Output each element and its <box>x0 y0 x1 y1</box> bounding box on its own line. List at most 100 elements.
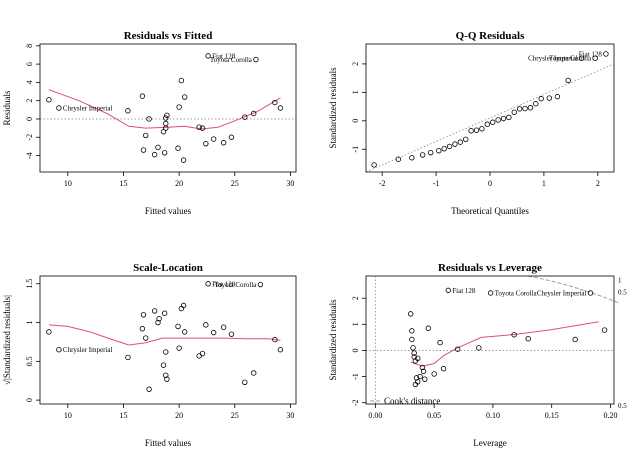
data-point <box>436 147 442 154</box>
x-tick-label: 0.05 <box>427 411 441 420</box>
cooks-distance-contour-label: 0.5 <box>618 402 627 410</box>
y-tick-label: 0 <box>25 117 34 121</box>
y-axis-label: Residuals <box>2 90 12 125</box>
data-point <box>46 97 52 103</box>
data-point <box>277 346 284 353</box>
x-tick-label: 0.00 <box>368 411 382 420</box>
data-point <box>440 366 447 372</box>
data-point <box>143 132 149 139</box>
data-point <box>410 345 416 351</box>
point-label: Chrysler Imperial <box>63 105 113 113</box>
data-point <box>164 376 170 382</box>
data-point <box>479 126 485 132</box>
smoother-line <box>48 324 281 346</box>
data-point <box>445 287 451 294</box>
data-point <box>253 56 259 63</box>
x-tick-label: 25 <box>231 411 239 420</box>
data-point <box>220 140 227 146</box>
data-point <box>210 329 217 336</box>
data-point <box>272 336 278 343</box>
point-label: Fiat 128 <box>212 280 236 288</box>
data-point <box>56 105 62 111</box>
data-point <box>487 290 494 296</box>
x-tick-label: 15 <box>119 411 127 420</box>
data-point <box>476 345 482 351</box>
data-point <box>441 145 447 152</box>
point-label: Chrysler Imperial <box>537 289 587 297</box>
point-label: Toyota Corolla <box>549 55 592 63</box>
data-point <box>46 329 52 335</box>
point-label: Toyota Corolla <box>214 281 257 289</box>
data-point <box>160 362 167 368</box>
data-point <box>489 119 496 125</box>
data-point <box>163 120 169 127</box>
y-tick-label: 0.5 <box>25 356 34 366</box>
data-point <box>163 372 169 378</box>
data-point <box>181 94 188 100</box>
data-point <box>161 310 168 316</box>
chart-title: Scale-Location <box>133 262 203 274</box>
data-point <box>178 77 185 84</box>
data-point <box>533 101 539 107</box>
data-point <box>554 93 561 100</box>
data-point <box>452 141 458 147</box>
data-point <box>196 353 202 359</box>
data-point <box>572 336 578 343</box>
data-point <box>565 77 571 84</box>
data-point <box>525 335 531 342</box>
y-tick-label: -1 <box>351 146 360 153</box>
scale-location-panel: 10 15 20 25 30 0 0.5 1 1.5 Scale-Location Fitted v… <box>2 262 297 448</box>
y-tick-label: 6 <box>25 62 34 66</box>
data-point <box>419 152 426 158</box>
data-point <box>484 121 491 127</box>
data-point <box>125 354 131 361</box>
data-point <box>457 139 464 145</box>
x-axis-label: Fitted values <box>145 438 192 448</box>
x-tick-label: 2 <box>596 179 600 188</box>
data-point <box>203 140 209 147</box>
data-point <box>140 312 147 318</box>
data-point <box>203 322 209 328</box>
data-point <box>272 99 278 106</box>
x-tick-label: 15 <box>119 179 127 188</box>
y-tick-label: 0 <box>25 398 34 402</box>
data-point <box>463 136 469 142</box>
data-point <box>139 326 146 332</box>
x-tick-label: 0.10 <box>486 411 500 420</box>
data-point <box>257 281 264 288</box>
cooks-distance-legend-label: Cook's distance <box>384 396 440 406</box>
data-point <box>411 350 417 356</box>
y-tick-label: 0 <box>351 348 360 352</box>
data-point <box>371 162 377 168</box>
data-point <box>146 386 152 392</box>
y-tick-label: -4 <box>25 152 34 159</box>
point-label: Fiat 128 <box>212 52 236 60</box>
plot-frame <box>39 43 297 173</box>
data-point <box>176 345 182 351</box>
data-point <box>155 319 161 326</box>
y-tick-label: -2 <box>351 399 360 406</box>
data-point <box>522 105 528 112</box>
y-tick-label: 2 <box>351 296 360 300</box>
data-point <box>181 329 188 335</box>
y-tick-label: 2 <box>25 99 34 103</box>
cooks-distance-contour <box>528 275 621 304</box>
x-tick-label: -2 <box>379 179 386 188</box>
data-point <box>228 134 235 140</box>
qq-reference-line <box>365 63 615 173</box>
data-point <box>139 93 146 99</box>
data-point <box>437 339 443 346</box>
data-point <box>413 375 420 381</box>
x-axis-label: Theoretical Quantiles <box>451 206 529 216</box>
data-point <box>420 368 427 375</box>
chart-title: Residuals vs Leverage <box>438 262 542 274</box>
x-tick-label: 0.15 <box>545 411 559 420</box>
x-axis-label: Fitted values <box>145 206 192 216</box>
data-point <box>176 104 182 110</box>
point-label: Toyota Corolla <box>495 289 538 297</box>
data-point <box>156 315 162 322</box>
data-point <box>538 95 544 102</box>
x-tick-label: -1 <box>433 179 440 188</box>
data-point <box>163 349 169 355</box>
data-point <box>603 51 609 57</box>
